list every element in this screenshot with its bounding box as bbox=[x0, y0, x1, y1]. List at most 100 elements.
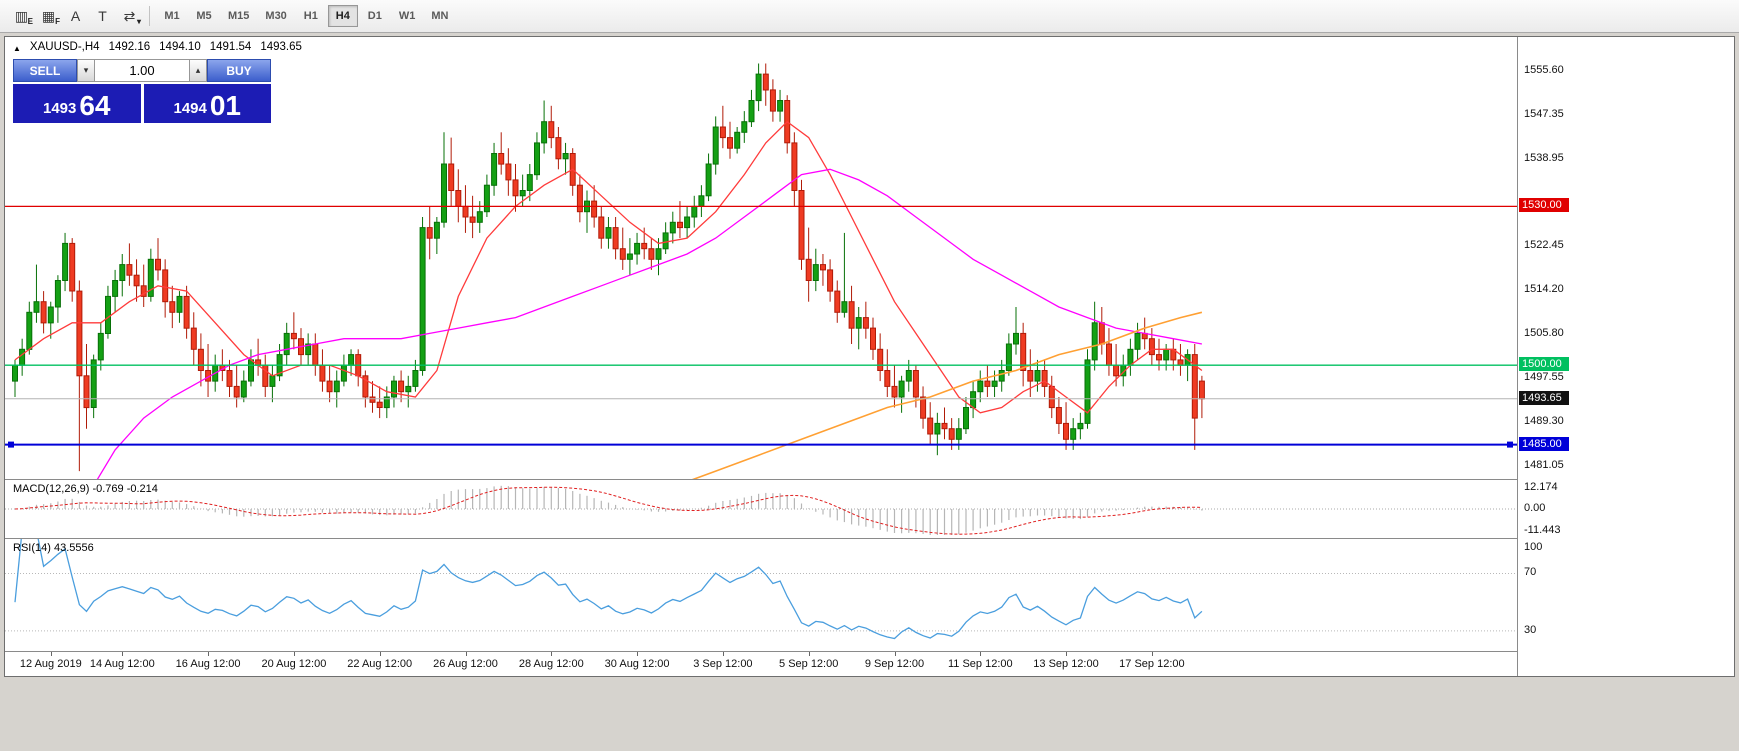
price-tag-1530.00: 1530.00 bbox=[1519, 198, 1569, 213]
text-annotation-icon[interactable]: A bbox=[62, 4, 89, 28]
ohlc-header: ▲ XAUUSD-,H4 1492.16 1494.10 1491.54 149… bbox=[13, 41, 302, 56]
timeframe-h4[interactable]: H4 bbox=[327, 5, 358, 27]
time-label: 5 Sep 12:00 bbox=[779, 658, 839, 670]
time-tick bbox=[465, 652, 467, 656]
toolbar: ▥ E ▦ F A T ⇄ ▾ M1 M5 M15 M30 H1 H4 D1 W1 MN bbox=[0, 0, 1739, 33]
candlestick-chart-canvas[interactable] bbox=[5, 37, 1517, 479]
time-tick bbox=[379, 652, 381, 656]
time-label: 11 Sep 12:00 bbox=[947, 658, 1013, 670]
macd-canvas bbox=[5, 485, 1517, 535]
ma-fast-red bbox=[14, 120, 1203, 414]
timeframe-h1[interactable]: H1 bbox=[296, 5, 326, 27]
price-scale[interactable]: 1555.60 1547.35 1538.95 1522.45 1514.20 1505.… bbox=[1517, 37, 1734, 676]
time-tick bbox=[980, 652, 982, 656]
sell-price-pips: 64 bbox=[79, 90, 111, 121]
price-scale-label: 1489.30 bbox=[1524, 414, 1564, 427]
price-tag-1500.00: 1500.00 bbox=[1519, 357, 1569, 372]
cycle-symbols-icon[interactable]: ⇄ ▾ bbox=[116, 4, 143, 28]
timeframe-m30[interactable]: M30 bbox=[258, 5, 293, 27]
ohlc-open: 1492.16 bbox=[108, 41, 151, 53]
timeframe-m1[interactable]: M1 bbox=[157, 5, 187, 27]
grid-icon[interactable]: ▦ F bbox=[35, 4, 62, 28]
text-label-icon[interactable]: T bbox=[89, 4, 116, 28]
main-chart[interactable]: ▲ XAUUSD-,H4 1492.16 1494.10 1491.54 149… bbox=[5, 37, 1517, 479]
chart-window: ▲ XAUUSD-,H4 1492.16 1494.10 1491.54 149… bbox=[4, 36, 1735, 677]
time-tick bbox=[293, 652, 295, 656]
time-tick bbox=[637, 652, 639, 656]
macd-histogram bbox=[21, 485, 1203, 535]
price-scale-label: 1514.20 bbox=[1524, 283, 1564, 296]
buy-button[interactable]: BUY bbox=[207, 59, 271, 82]
time-tick bbox=[551, 652, 553, 656]
time-label: 30 Aug 12:00 bbox=[604, 658, 670, 670]
timeframe-group: M1 M5 M15 M30 H1 H4 D1 W1 MN bbox=[156, 5, 456, 27]
expand-marker-icon: ▲ bbox=[13, 44, 21, 53]
price-scale-label: 1505.80 bbox=[1524, 327, 1564, 340]
price-scale-label: 1497.55 bbox=[1524, 371, 1564, 384]
buy-price-pips: 01 bbox=[209, 90, 242, 121]
timeframe-m5[interactable]: M5 bbox=[189, 5, 219, 27]
macd-label: MACD(12,26,9) -0.769 -0.214 bbox=[13, 483, 158, 495]
price-scale-label: 1522.45 bbox=[1524, 239, 1564, 252]
timeframe-mn[interactable]: MN bbox=[424, 5, 455, 27]
time-label: 22 Aug 12:00 bbox=[347, 658, 413, 670]
time-label: 3 Sep 12:00 bbox=[693, 658, 753, 670]
toolbar-separator bbox=[149, 6, 150, 26]
candlesticks bbox=[12, 63, 1205, 472]
time-label: 12 Aug 2019 bbox=[19, 658, 82, 670]
rsi-scale-label: 30 bbox=[1524, 623, 1537, 636]
volume-spin-up-icon[interactable]: ▴ bbox=[189, 59, 207, 82]
volume-input[interactable] bbox=[95, 59, 189, 82]
sell-button[interactable]: SELL bbox=[13, 59, 77, 82]
time-tick bbox=[50, 652, 52, 656]
buy-price-display[interactable]: 1494 01 bbox=[143, 84, 271, 123]
time-tick bbox=[122, 652, 124, 656]
time-tick bbox=[1066, 652, 1067, 656]
macd-signal-line bbox=[14, 486, 1202, 535]
timeframe-d1[interactable]: D1 bbox=[360, 5, 390, 27]
time-label: 28 Aug 12:00 bbox=[518, 658, 584, 670]
price-scale-label: 1538.95 bbox=[1524, 152, 1564, 164]
one-click-trade-panel: SELL ▾ ▴ BUY 1493 64 1494 01 bbox=[13, 59, 271, 123]
timeframe-w1[interactable]: W1 bbox=[392, 5, 423, 27]
hline-handle bbox=[1507, 441, 1513, 448]
time-label: 26 Aug 12:00 bbox=[433, 658, 498, 670]
time-tick bbox=[894, 652, 896, 656]
time-label: 20 Aug 12:00 bbox=[261, 658, 327, 670]
panel-divider[interactable] bbox=[5, 538, 1734, 539]
ma-slow-magenta bbox=[96, 168, 1203, 479]
time-label: 13 Sep 12:00 bbox=[1033, 658, 1099, 670]
chart-shift-icon[interactable]: ▥ E bbox=[8, 4, 35, 28]
toolbar-icon-group: ▥ E ▦ F A T ⇄ ▾ bbox=[8, 4, 143, 28]
ohlc-low: 1491.54 bbox=[209, 41, 252, 53]
time-label: 14 Aug 12:00 bbox=[89, 658, 155, 670]
time-tick bbox=[808, 652, 810, 656]
sell-price-display[interactable]: 1493 64 bbox=[13, 84, 141, 123]
time-axis[interactable]: 12 Aug 2019 14 Aug 12:00 16 Aug 12:00 20 Au… bbox=[5, 652, 1517, 676]
price-scale-label: 1555.60 bbox=[1524, 63, 1564, 76]
price-scale-label: 1481.05 bbox=[1524, 458, 1564, 471]
workspace-background bbox=[0, 678, 1739, 751]
time-label: 9 Sep 12:00 bbox=[864, 658, 925, 670]
symbol-period-label: XAUUSD-,H4 bbox=[29, 41, 100, 53]
rsi-label: RSI(14) 43.5556 bbox=[13, 542, 94, 554]
price-scale-label: 1547.35 bbox=[1524, 107, 1564, 120]
price-tag-1493.65: 1493.65 bbox=[1519, 390, 1569, 405]
volume-dropdown-icon[interactable]: ▾ bbox=[77, 59, 95, 82]
buy-price-main: 1494 bbox=[173, 100, 207, 118]
price-tag-1485.00: 1485.00 bbox=[1519, 436, 1569, 451]
macd-panel: MACD(12,26,9) -0.769 -0.214 bbox=[5, 480, 1517, 538]
time-label: 16 Aug 12:00 bbox=[175, 658, 241, 670]
time-tick bbox=[208, 652, 210, 656]
panel-divider[interactable] bbox=[5, 479, 1734, 480]
macd-scale-label: 12.174 bbox=[1524, 481, 1558, 493]
time-tick bbox=[1151, 652, 1153, 656]
rsi-scale-label: 70 bbox=[1524, 566, 1537, 579]
timeframe-m15[interactable]: M15 bbox=[221, 5, 256, 27]
sell-price-main: 1493 bbox=[42, 100, 77, 118]
panel-divider[interactable] bbox=[5, 651, 1734, 652]
rsi-scale-label: 100 bbox=[1524, 541, 1543, 553]
time-tick bbox=[722, 652, 724, 656]
macd-scale-label: -11.443 bbox=[1524, 524, 1561, 536]
ohlc-high: 1494.10 bbox=[159, 41, 201, 53]
